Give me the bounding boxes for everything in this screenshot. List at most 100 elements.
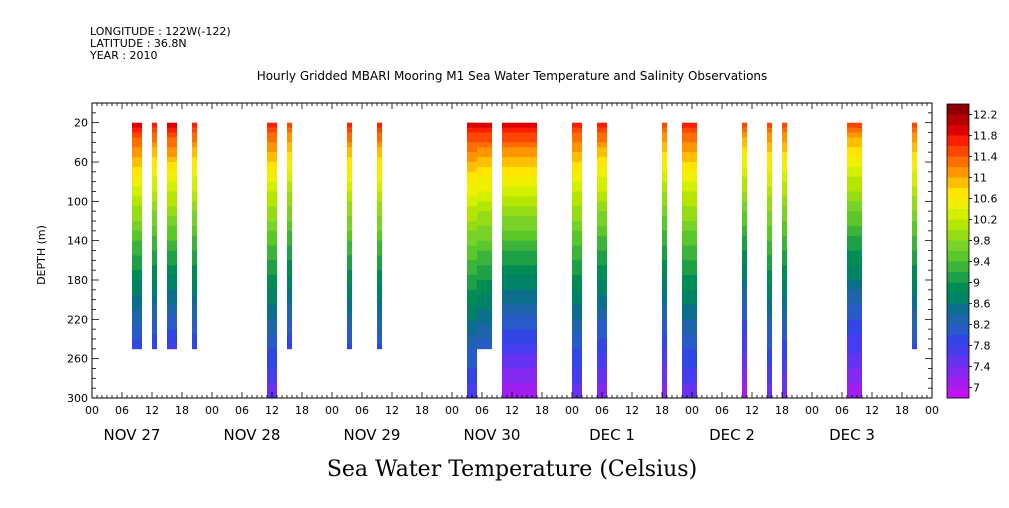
data-cell (572, 221, 582, 227)
colorbar-swatch (947, 219, 969, 231)
data-cell (467, 171, 492, 178)
data-cell (467, 137, 477, 143)
data-cell (152, 230, 157, 237)
data-cell (467, 383, 477, 389)
data-cell (467, 152, 492, 158)
data-cell (267, 334, 277, 340)
data-cell (347, 127, 352, 133)
plot-area (92, 103, 932, 399)
data-cell (132, 186, 142, 192)
x-tick-label: 00 (85, 404, 99, 417)
data-cell (192, 225, 197, 232)
data-cell (682, 171, 697, 178)
y-tick-label: 260 (67, 353, 88, 366)
data-cell (347, 324, 352, 330)
data-cell (467, 206, 477, 212)
data-cell (912, 304, 917, 310)
data-cell (572, 211, 582, 217)
data-cell (572, 240, 582, 246)
y-tick-label: 220 (67, 313, 88, 326)
data-cell (377, 250, 382, 256)
data-cell (347, 147, 352, 153)
x-tick-label: 06 (115, 404, 129, 417)
data-cell (847, 162, 862, 168)
data-cell (502, 324, 537, 330)
data-cell (847, 339, 862, 345)
data-cell (847, 363, 862, 369)
data-cell (152, 314, 157, 320)
data-cell (467, 235, 477, 242)
data-cell (267, 176, 277, 183)
data-cell (467, 309, 477, 315)
data-cell (377, 329, 382, 335)
data-cell (152, 137, 157, 143)
data-cell (682, 334, 697, 340)
data-cell (782, 186, 787, 192)
data-cell (152, 171, 157, 178)
data-cell (782, 260, 787, 266)
x-tick-label: 18 (175, 404, 189, 417)
data-cell (847, 343, 862, 350)
data-cell (192, 171, 197, 178)
data-cell (467, 191, 477, 197)
data-cell (347, 270, 352, 276)
data-cell (912, 343, 917, 350)
data-cell (467, 314, 477, 320)
data-cell (502, 245, 537, 251)
data-cell (782, 329, 787, 335)
data-cell (782, 275, 787, 281)
data-cell (912, 284, 917, 291)
data-cell (132, 230, 142, 237)
x-tick-label: 06 (715, 404, 729, 417)
data-cell (467, 294, 492, 301)
data-cell (662, 225, 667, 232)
data-cell (192, 191, 197, 197)
data-cell (782, 166, 787, 173)
data-cell (287, 299, 292, 305)
data-cell (152, 343, 157, 350)
data-cell (767, 348, 772, 355)
data-cell (167, 299, 177, 305)
data-cell (152, 201, 157, 207)
data-cell (152, 294, 157, 301)
data-cell (912, 240, 917, 246)
data-cell (467, 191, 492, 197)
data-cell (572, 319, 582, 325)
data-cell (767, 299, 772, 305)
data-cell (132, 240, 142, 246)
data-cell (682, 353, 697, 360)
data-cell (742, 240, 747, 246)
data-cell (152, 235, 157, 242)
data-cell (912, 314, 917, 320)
data-cell (782, 201, 787, 207)
data-cell (287, 294, 292, 301)
x-tick-label: 18 (415, 404, 429, 417)
data-cell (847, 265, 862, 271)
data-cell (467, 265, 492, 271)
data-cell (467, 284, 492, 291)
data-cell (597, 216, 607, 222)
data-cell (192, 166, 197, 173)
data-cell (597, 334, 607, 340)
data-cell (767, 353, 772, 360)
data-cell (502, 353, 537, 360)
data-cell (782, 162, 787, 168)
data-cell (847, 230, 862, 237)
data-cell (572, 186, 582, 192)
data-cell (192, 289, 197, 296)
data-cell (467, 132, 477, 138)
data-cell (767, 171, 772, 178)
data-cell (152, 324, 157, 330)
colorbar-label: 11.8 (973, 130, 998, 143)
data-cell (132, 284, 142, 291)
data-cell (132, 265, 142, 271)
data-cell (847, 270, 862, 276)
data-cell (912, 270, 917, 276)
data-cell (662, 378, 667, 384)
data-cell (467, 299, 477, 305)
colorbar-swatch (947, 240, 969, 252)
data-cell (167, 314, 177, 320)
data-cell (782, 343, 787, 350)
data-cell (152, 255, 157, 261)
